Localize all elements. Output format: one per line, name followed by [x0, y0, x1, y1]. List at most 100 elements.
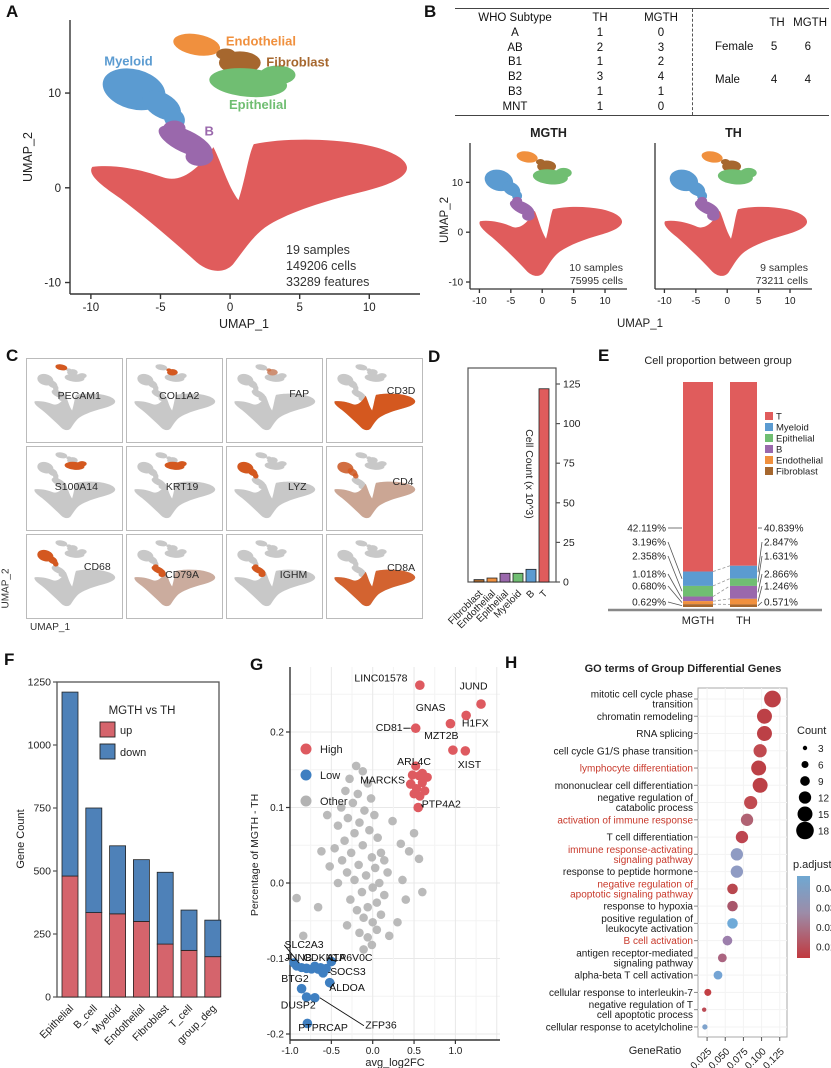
count-legend-dot	[798, 791, 812, 804]
chart-title: Cell proportion between group	[644, 355, 791, 367]
go-dot	[730, 865, 744, 878]
go-dot	[735, 830, 749, 844]
x-axis-label: avg_log2FC	[365, 1057, 424, 1068]
go-term-label: signaling pathway	[614, 958, 694, 969]
cluster-blob-Epithelial	[77, 549, 87, 555]
x-tick: 1.0	[448, 1046, 462, 1057]
cluster-blob-T	[134, 481, 216, 519]
cluster-blob-Endothelial	[55, 364, 68, 371]
umap-highlight	[334, 481, 416, 519]
go-dot	[756, 726, 772, 741]
cluster-blob-Epithelial	[555, 167, 572, 178]
scatter-point-BTG2	[296, 983, 307, 994]
go-term-label: B cell activation	[624, 936, 693, 947]
cluster-label: Myeloid	[104, 54, 152, 69]
stack-segment-Endothelial	[683, 601, 713, 605]
cluster-blob-T	[34, 569, 116, 607]
count-legend-value: 6	[818, 761, 824, 772]
go-terms-dot-plot: GO terms of Group Differential Genes 0.02…	[546, 663, 831, 1068]
scatter-point-SOCS3	[318, 968, 328, 978]
go-dot	[752, 777, 768, 793]
scatter-point-XIST	[460, 746, 471, 756]
stack-segment-Fibroblast	[683, 604, 713, 607]
panel-label-F: F	[4, 650, 15, 669]
scatter-point-JUND	[476, 699, 486, 709]
gene-point-label: ARL4C	[397, 756, 431, 768]
cluster-blob-T	[234, 569, 316, 607]
umap-highlight	[337, 461, 359, 479]
umap-highlight	[334, 569, 416, 607]
table-cell: 2	[657, 56, 665, 69]
x-category-label: TH	[736, 615, 751, 627]
x-tick: 0.5	[407, 1046, 421, 1057]
go-dot	[713, 970, 723, 980]
cluster-blob-B	[258, 395, 266, 401]
table-header: MGTH	[644, 12, 678, 24]
umap-grey-silhouette	[34, 540, 116, 607]
y-tick: 10	[48, 88, 61, 100]
cluster-blob-Epithelial	[377, 461, 387, 467]
panel-label-H: H	[505, 653, 518, 672]
feature-plot-S100A14: S100A14	[26, 446, 123, 531]
scatter-point-CD81	[410, 723, 421, 734]
y-tick: 500	[33, 866, 51, 878]
cluster-blob-B	[158, 571, 166, 577]
cluster-blob-Fibroblast	[366, 456, 372, 460]
umap-highlight	[251, 564, 266, 577]
legend-label: B	[776, 445, 782, 456]
cluster-blob-B	[163, 120, 186, 136]
bar-down-B_cell	[85, 807, 103, 913]
cluster-blob-B	[352, 388, 359, 393]
y-axis-label: Percentage of MGTH - TH	[249, 794, 261, 916]
stack-segment-B	[683, 596, 713, 602]
cluster-blob-Epithelial	[277, 461, 287, 467]
x-tick: 0.0	[366, 1046, 380, 1057]
legend-title: p.adjust	[793, 859, 831, 871]
cluster-blob-Epithelial	[377, 373, 387, 379]
bar-up-Epithelial	[61, 875, 79, 998]
cluster-blob-T	[479, 206, 623, 276]
go-dot	[740, 813, 754, 826]
legend-title: Count	[797, 725, 826, 737]
y-tick: -0.2	[267, 1030, 285, 1041]
go-term-label: mitotic cell cycle phase	[591, 690, 694, 701]
cluster-blob-T	[34, 393, 116, 431]
go-term-label: mononuclear cell differentiation	[555, 781, 693, 792]
go-term-label: signaling pathway	[614, 855, 694, 866]
x-tick: 10	[599, 296, 611, 307]
cluster-blob-T	[664, 206, 808, 276]
x-tick: 5	[756, 296, 762, 307]
legend-label: down	[120, 747, 146, 759]
gene-point-label: SOCS3	[330, 966, 366, 978]
scatter-point-ATP6V0C	[326, 956, 337, 967]
go-term-label: negative regulation of	[597, 879, 693, 890]
table-cell: 1	[596, 100, 604, 113]
x-tick: -10	[83, 302, 100, 314]
bar-down-group_deg	[204, 919, 222, 958]
x-tick: -10	[472, 296, 487, 307]
scatter-point-MARCKS	[405, 779, 416, 789]
cluster-blob-Myeloid	[52, 561, 59, 567]
stats-annotation: 19 samples	[286, 243, 350, 257]
go-dot	[702, 1024, 708, 1030]
x-tick: 10	[363, 302, 376, 314]
cluster-label: T	[208, 194, 216, 209]
y-tick: -0.1	[267, 954, 285, 965]
p-adjust-value: 0.02	[816, 923, 831, 934]
scatter-point-ARL4C	[417, 768, 428, 779]
table-cell: 1	[596, 56, 604, 69]
cluster-label: Endothelial	[226, 34, 296, 49]
table-cell: 5	[770, 41, 778, 54]
legend-swatch-Fibroblast	[765, 467, 773, 475]
x-axis-label: UMAP_1	[219, 317, 269, 331]
table-cell: 4	[770, 74, 778, 87]
who-subtype-sex-table: WHO Subtype TH MGTH A 1 0 AB 2 3 B1 1 2 B2 3 4 B3 1 1 MNT 1…	[455, 8, 829, 116]
table-cell: 0	[657, 26, 665, 39]
stack-segment-Myeloid	[730, 565, 757, 579]
gene-label: CD4	[392, 475, 414, 488]
go-dot	[722, 935, 733, 946]
count-legend-value: 3	[818, 744, 824, 755]
y-tick: 100	[563, 418, 581, 430]
umap-highlight	[37, 549, 59, 567]
